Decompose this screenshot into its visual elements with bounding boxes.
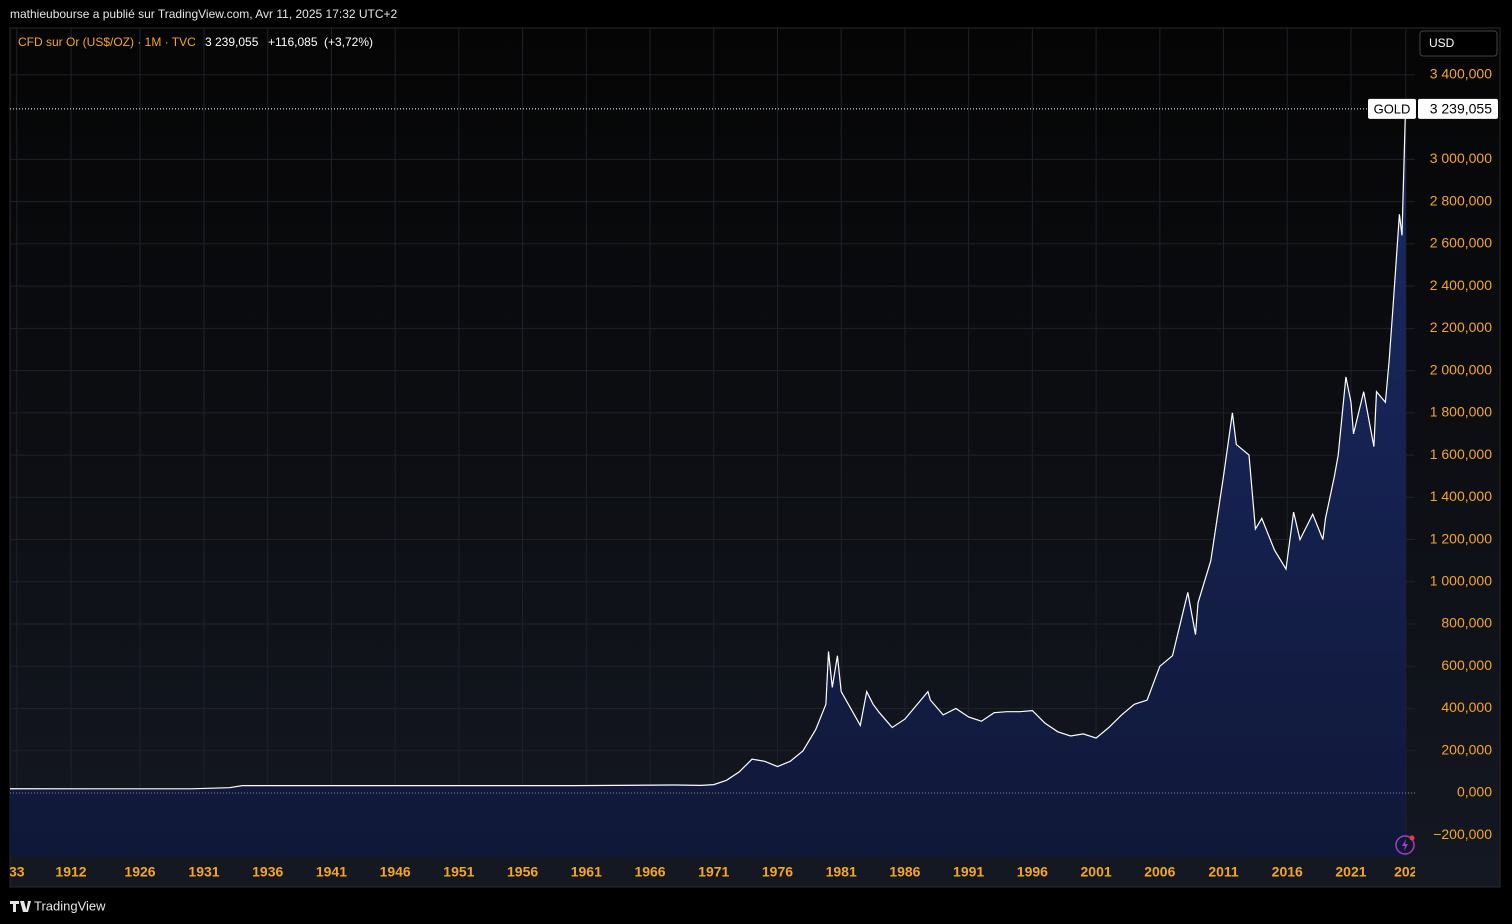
y-tick-label: 600,000 [1441,657,1492,673]
brand: TradingView [34,898,106,913]
x-tick-label: 2011 [1208,864,1239,880]
x-tick-label: 1912 [55,864,86,880]
x-tick-label: 1951 [443,864,474,880]
x-tick-label: 1936 [252,864,283,880]
y-tick-label: 0,000 [1457,784,1492,800]
y-tick-label: 2 000,000 [1430,361,1492,377]
x-tick-label: 2001 [1081,864,1112,880]
x-tick-label: 1976 [762,864,793,880]
y-tick-label: 1 200,000 [1430,530,1492,546]
symbol-label: GOLD [1374,101,1411,116]
y-tick-label: 1 000,000 [1430,572,1492,588]
x-tick-label: 2016 [1272,864,1303,880]
x-tick-label: 33 [9,864,25,880]
y-tick-label: 2 200,000 [1430,319,1492,335]
y-tick-label: 1 800,000 [1430,404,1492,420]
x-tick-label: 1946 [380,864,411,880]
price-line [10,108,1407,790]
last-price: 3 239,055 [205,35,259,49]
y-tick-label: 3 000,000 [1430,150,1492,166]
area-fill [10,108,1406,857]
y-tick-label: 800,000 [1441,615,1492,631]
price-tag [1418,98,1498,119]
currency-button[interactable] [1419,30,1498,57]
y-tick-label: 400,000 [1441,699,1492,715]
y-tick-label: 1 400,000 [1430,488,1492,504]
x-tick-label: 1966 [634,864,665,880]
y-tick-label: 200,000 [1441,741,1492,757]
currency[interactable]: USD [1429,36,1455,50]
y-tick-label: 2 400,000 [1430,277,1492,293]
x-tick-label: 1956 [507,864,538,880]
y-tick-label: 3 400,000 [1430,66,1492,82]
x-tick-label: 2021 [1335,864,1366,880]
x-tick-label: 1991 [953,864,984,880]
alert-icon[interactable] [1395,835,1415,855]
y-tick-label: 2 800,000 [1430,192,1492,208]
x-tick-label: 1971 [698,864,729,880]
price-change-pct: (+3,72%) [324,35,373,49]
x-tick-label: 1996 [1017,864,1048,880]
y-tick-label: −200,000 [1433,826,1492,842]
chart-title: CFD sur Or (US$/OZ) · 1M · TVC [18,35,196,49]
price-change: +116,085 [268,35,318,49]
x-tick-label: 1961 [571,864,602,880]
alert-dot [1409,835,1415,841]
publisher: mathieubourse a publié sur TradingView.c… [10,7,398,21]
y-tick-label: 2 600,000 [1430,235,1492,251]
x-tick-label: 202 [1394,864,1418,880]
x-tick-label: 1986 [889,864,920,880]
x-tick-label: 1926 [124,864,155,880]
x-tick-label: 1931 [188,864,219,880]
x-tick-label: 1941 [316,864,347,880]
symbol-tag [1368,98,1416,119]
y-tick-label: 1 600,000 [1430,446,1492,462]
price-tag-label: 3 239,055 [1430,101,1492,117]
x-tick-label: 2006 [1144,864,1175,880]
alert-icon-bolt [1402,839,1408,851]
x-tick-label: 1981 [826,864,857,880]
brand-logo [10,901,31,912]
